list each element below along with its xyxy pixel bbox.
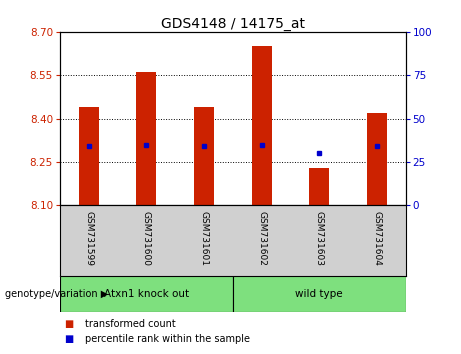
Text: GSM731604: GSM731604 xyxy=(372,211,381,266)
Text: ■: ■ xyxy=(65,319,74,329)
Bar xyxy=(79,107,99,205)
Text: percentile rank within the sample: percentile rank within the sample xyxy=(85,334,250,344)
Text: genotype/variation ▶: genotype/variation ▶ xyxy=(5,289,108,299)
Bar xyxy=(309,168,329,205)
Text: GSM731601: GSM731601 xyxy=(200,211,208,266)
Text: ■: ■ xyxy=(65,334,74,344)
Title: GDS4148 / 14175_at: GDS4148 / 14175_at xyxy=(161,17,305,31)
Bar xyxy=(194,107,214,205)
Text: transformed count: transformed count xyxy=(85,319,176,329)
Text: wild type: wild type xyxy=(296,289,343,299)
Bar xyxy=(367,113,387,205)
Text: GSM731599: GSM731599 xyxy=(84,211,93,266)
Bar xyxy=(60,276,233,312)
Text: Atxn1 knock out: Atxn1 knock out xyxy=(104,289,189,299)
Bar xyxy=(136,72,156,205)
Text: GSM731600: GSM731600 xyxy=(142,211,151,266)
Text: GSM731602: GSM731602 xyxy=(257,211,266,266)
Bar xyxy=(233,276,406,312)
Bar xyxy=(252,46,272,205)
Text: GSM731603: GSM731603 xyxy=(315,211,324,266)
